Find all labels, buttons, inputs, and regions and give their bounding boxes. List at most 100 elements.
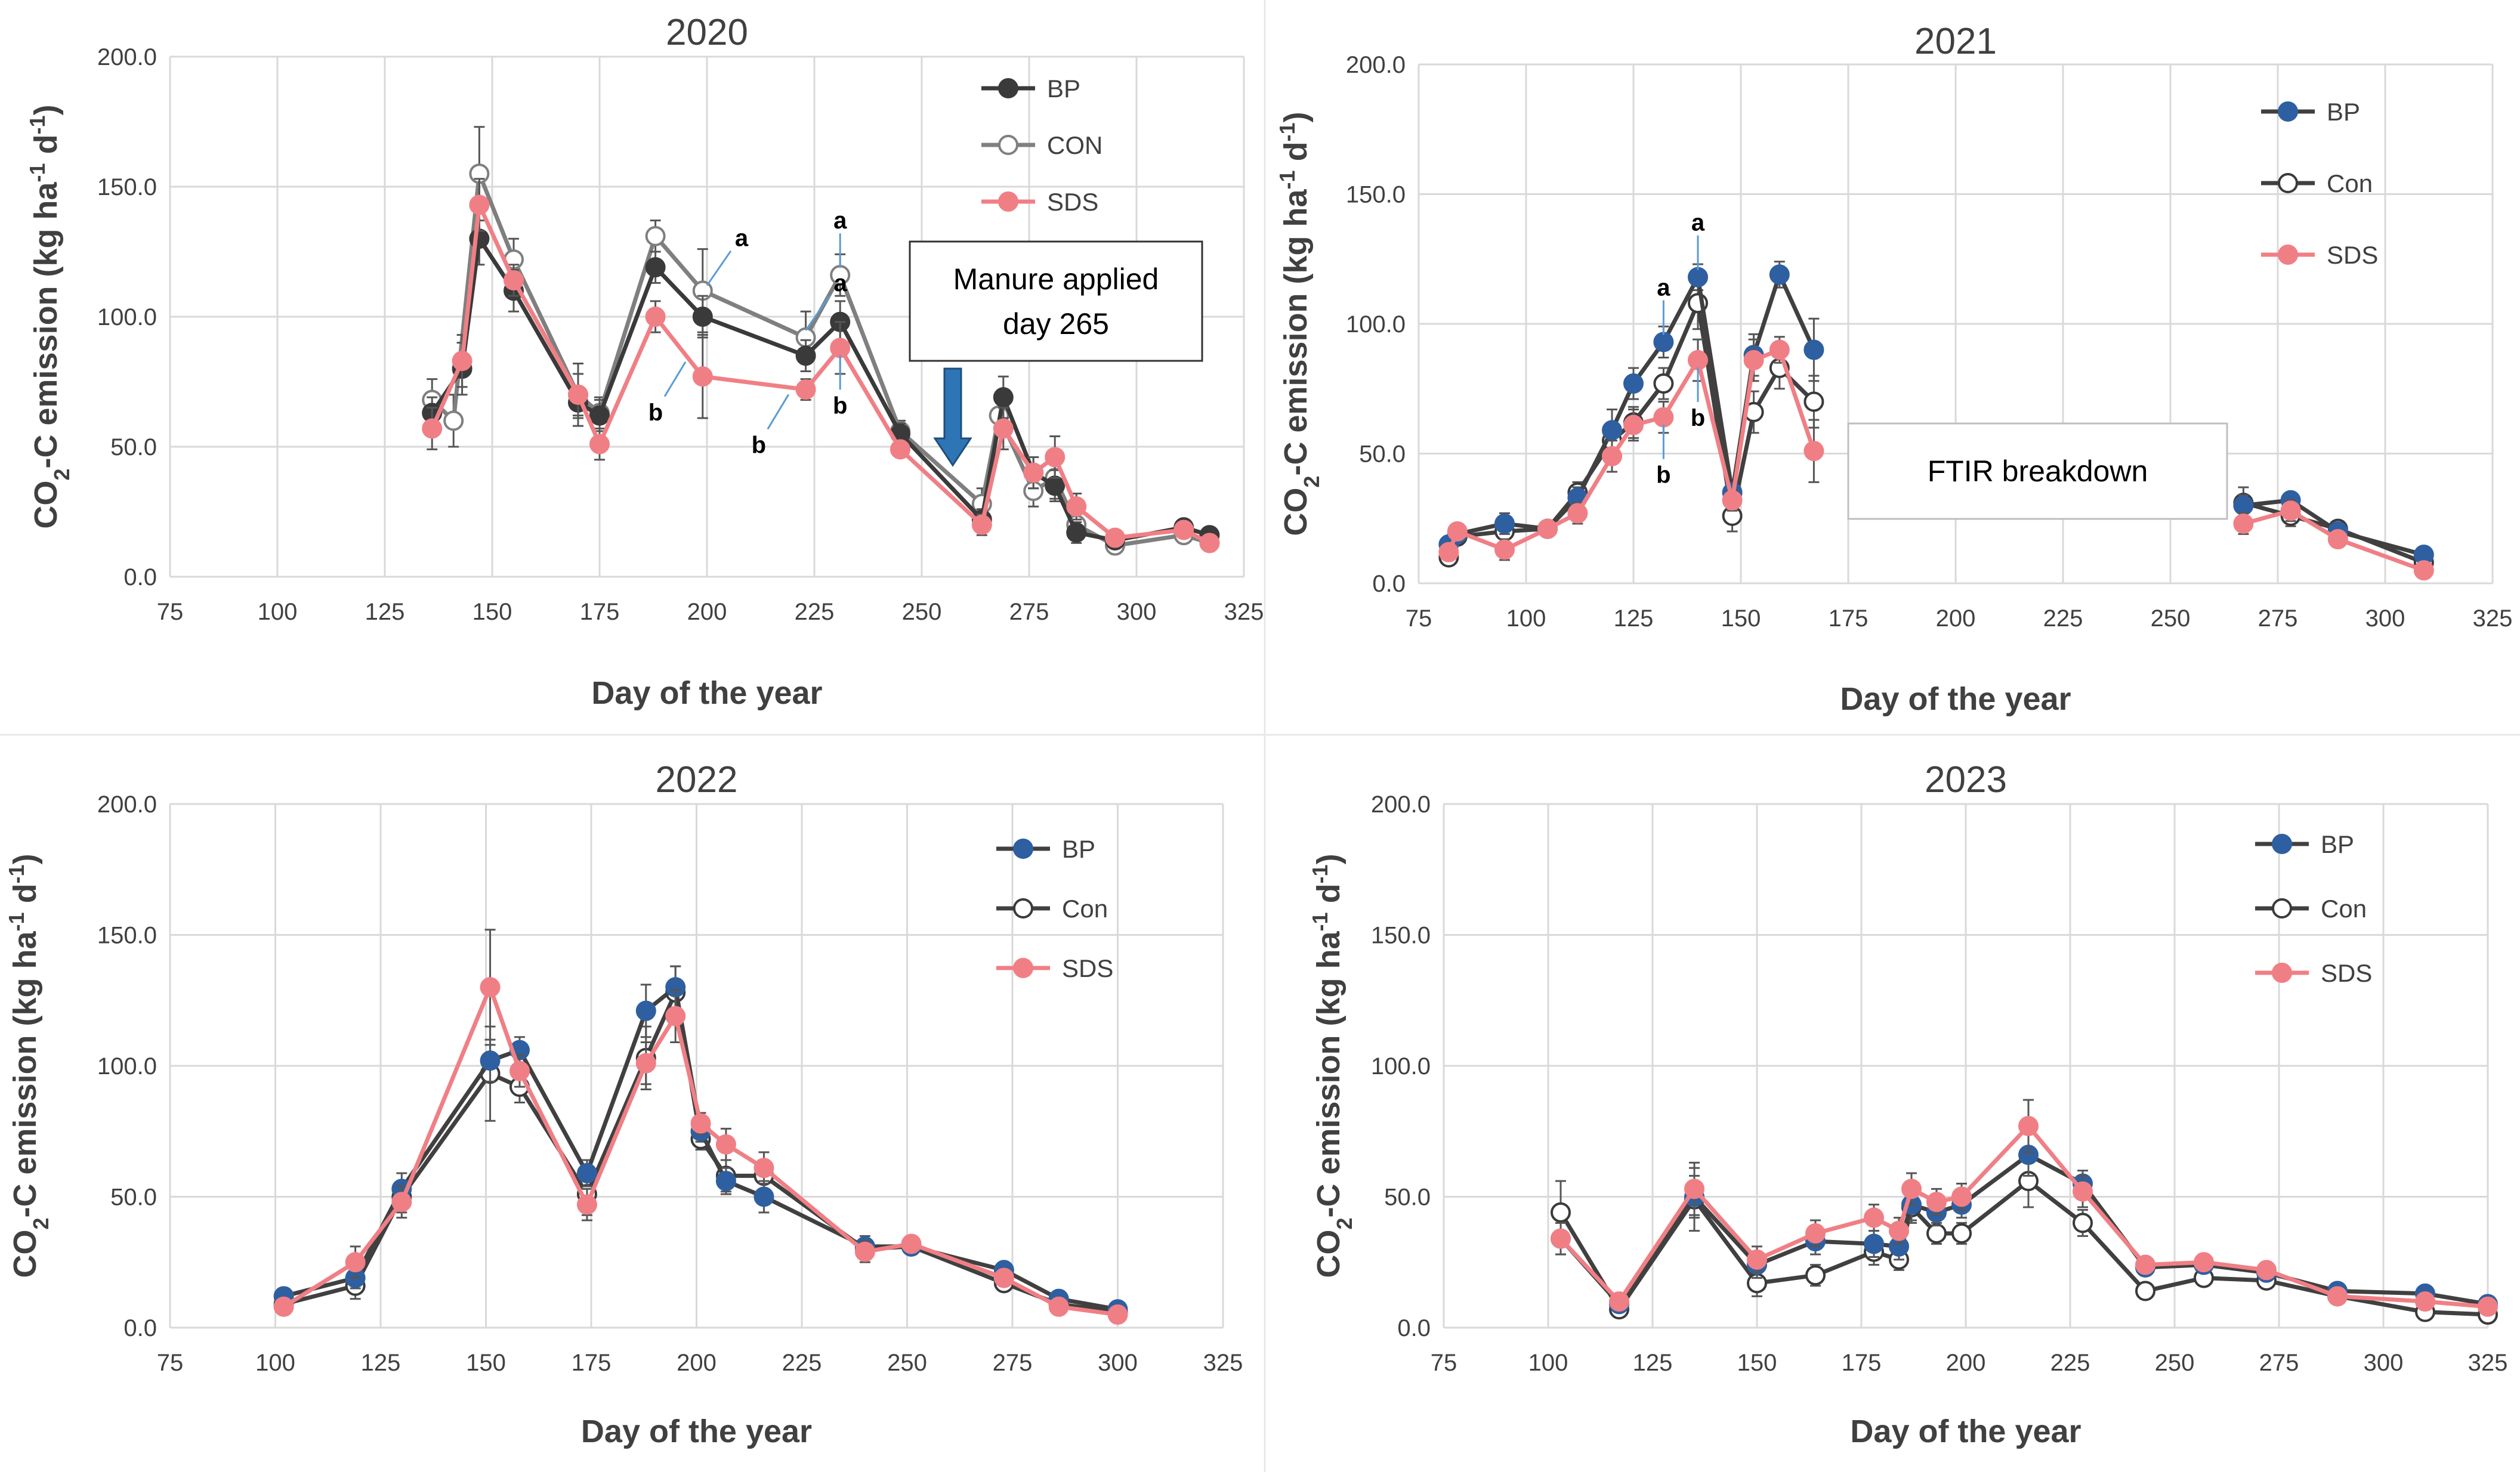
x-tick-label: 150: [472, 599, 512, 625]
significance-letter: b: [752, 432, 766, 458]
x-axis-label: Day of the year: [591, 675, 822, 711]
series-line: [2243, 500, 2425, 565]
data-point: [1567, 503, 1588, 524]
legend-marker: [998, 191, 1018, 212]
x-tick-label: 225: [2050, 1350, 2090, 1376]
x-tick-label: 175: [1829, 605, 1869, 632]
legend-item-SDS: SDS: [996, 954, 1113, 982]
y-tick-label: 150.0: [1371, 923, 1431, 949]
annotation-leader: [663, 361, 687, 397]
chart-title: 2023: [1925, 759, 2007, 800]
x-tick-label: 325: [2468, 1350, 2508, 1376]
data-point: [993, 418, 1014, 439]
data-point: [1066, 496, 1087, 517]
x-tick-label: 225: [2043, 605, 2083, 632]
data-point: [645, 307, 666, 327]
x-axis-label: Day of the year: [1840, 681, 2071, 717]
legend-item-SDS: SDS: [2261, 241, 2378, 269]
data-point: [715, 1134, 736, 1155]
data-point: [1803, 441, 1824, 462]
x-tick-label: 325: [1224, 599, 1264, 625]
significance-letter: b: [1691, 405, 1705, 431]
x-tick-label: 100: [258, 599, 298, 625]
data-point: [645, 225, 666, 246]
data-point: [1494, 539, 1515, 560]
x-tick-label: 125: [365, 599, 405, 625]
data-point: [480, 1050, 501, 1071]
x-tick-label: 75: [157, 599, 184, 625]
data-point: [345, 1252, 366, 1273]
x-tick-label: 300: [1117, 599, 1157, 625]
data-point: [692, 366, 713, 387]
y-tick-label: 0.0: [123, 1315, 157, 1341]
x-tick-label: 125: [1614, 605, 1654, 632]
x-tick-label: 150: [466, 1350, 506, 1376]
x-tick-label: 100: [255, 1350, 295, 1376]
y-tick-label: 100.0: [1371, 1053, 1431, 1080]
x-tick-label: 300: [1098, 1350, 1138, 1376]
x-tick-label: 325: [2473, 605, 2513, 632]
legend-label: SDS: [2327, 241, 2378, 269]
x-tick-label: 275: [1009, 599, 1049, 625]
ftir-textbox: [1847, 422, 2228, 520]
data-point: [1769, 339, 1790, 360]
manure-textbox: [909, 240, 1203, 362]
data-point: [1551, 1228, 1571, 1249]
chart-2022: 2022 75 100 125 150 175 200 225 250 275 300 325 0.0 5…: [4, 759, 1243, 1449]
y-tick-label: 0.0: [123, 564, 157, 590]
data-point: [1602, 446, 1622, 466]
y-tick-label: 200.0: [97, 791, 157, 818]
data-point: [890, 439, 910, 460]
significance-letter: a: [833, 208, 847, 234]
x-tick-label: 275: [2258, 605, 2298, 632]
x-tick-label: 300: [2365, 605, 2405, 632]
y-tick-label: 200.0: [97, 44, 157, 70]
data-point: [854, 1241, 875, 1262]
data-point: [795, 345, 816, 366]
data-point: [1107, 1304, 1128, 1325]
legend-marker: [1013, 898, 1033, 919]
data-point: [1722, 490, 1743, 511]
y-tick-label: 100.0: [97, 1053, 157, 1080]
y-tick-label: 150.0: [1346, 182, 1406, 208]
legend-label: BP: [2327, 98, 2360, 126]
x-tick-label: 75: [1431, 1350, 1457, 1376]
data-point: [273, 1296, 294, 1317]
y-axis-label: CO2-C emission (kg ha-1 d-1): [25, 104, 74, 528]
series-SDS: [1438, 336, 2434, 581]
chart-2021: 2021 75 100 125 150 175 200 225 250 275 300 325 0.0 5…: [1275, 21, 2513, 717]
data-point: [2018, 1115, 2039, 1136]
data-point: [2194, 1252, 2214, 1273]
legend-item-BP: BP: [2261, 98, 2360, 126]
x-tick-label: 125: [1633, 1350, 1673, 1376]
data-point: [1066, 522, 1087, 543]
data-point: [2280, 500, 2301, 521]
data-point: [1199, 533, 1220, 553]
x-tick-label: 250: [902, 599, 942, 625]
legend-label: SDS: [1047, 188, 1098, 216]
data-point: [901, 1233, 922, 1254]
legend-marker: [2272, 834, 2292, 854]
annotation-leader: [805, 295, 830, 331]
data-point: [2073, 1181, 2093, 1202]
annotation-leader: [706, 250, 732, 286]
x-tick-label: 175: [580, 599, 620, 625]
data-point: [2327, 1286, 2348, 1307]
chart-title: 2020: [666, 12, 748, 53]
data-point: [2478, 1296, 2498, 1317]
x-tick-label: 300: [2364, 1350, 2404, 1376]
data-point: [645, 257, 666, 278]
y-axis-label: CO2-C emission (kg ha-1 d-1): [4, 853, 53, 1278]
legend-item-Con: Con: [2261, 169, 2373, 197]
legend-item-Con: Con: [996, 895, 1108, 923]
legend-marker: [1013, 958, 1033, 978]
data-point: [1045, 447, 1066, 468]
legend-label: SDS: [2321, 959, 2372, 987]
data-point: [1105, 527, 1125, 548]
x-tick-label: 325: [1203, 1350, 1243, 1376]
data-point: [504, 270, 524, 290]
legend-item-CON: CON: [981, 131, 1102, 159]
data-point: [1688, 267, 1708, 287]
textbox-line1: Manure applied: [953, 262, 1159, 296]
x-tick-label: 200: [1946, 1350, 1986, 1376]
